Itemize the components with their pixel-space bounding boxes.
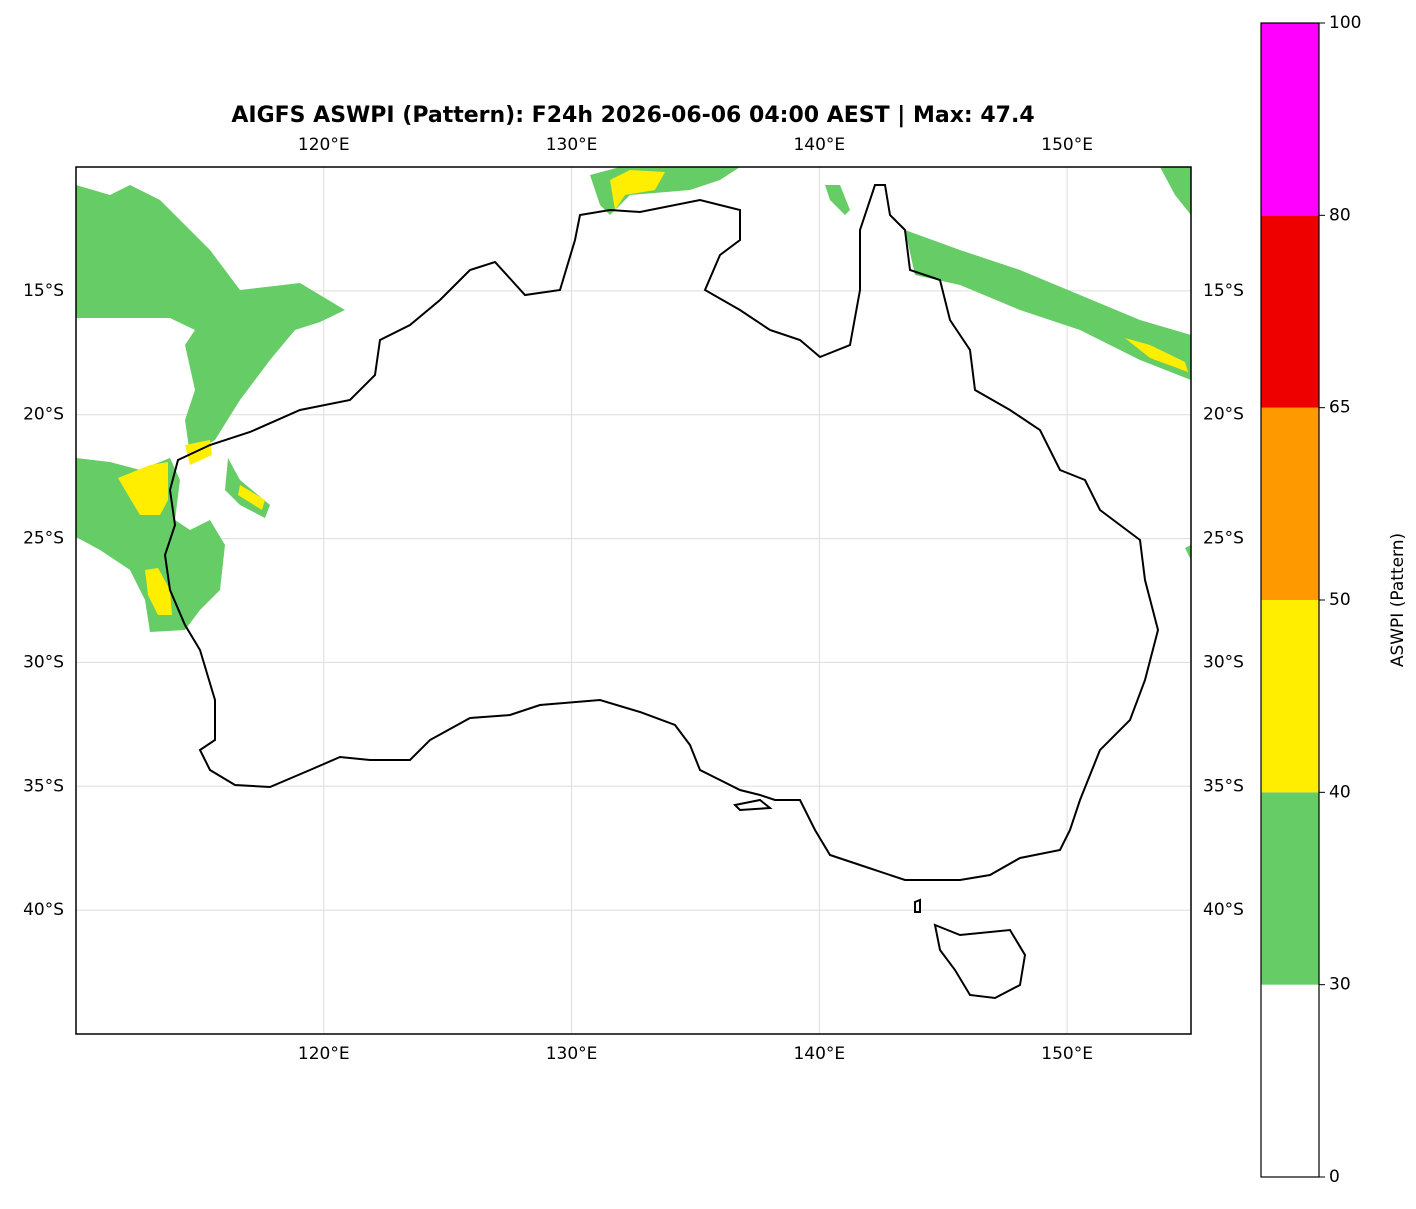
y-tick-label-right: 20°S <box>1203 405 1244 425</box>
x-tick-label-top: 130°E <box>546 135 598 155</box>
x-tick-label: 120°E <box>298 1044 350 1064</box>
y-tick-label: 20°S <box>23 405 64 425</box>
x-tick-label-top: 120°E <box>298 135 350 155</box>
y-tick-label-right: 35°S <box>1203 776 1244 796</box>
colorbar-segment <box>1261 600 1319 793</box>
colorbar-label: ASWPI (Pattern) <box>1388 533 1408 667</box>
colorbar-tick-label: 0 <box>1329 1167 1340 1187</box>
colorbar-segment <box>1261 215 1319 408</box>
y-tick-label: 15°S <box>23 281 64 301</box>
x-tick-label: 140°E <box>793 1044 845 1064</box>
x-tick-label: 130°E <box>546 1044 598 1064</box>
x-tick-label-top: 150°E <box>1041 135 1093 155</box>
y-tick-label: 40°S <box>23 900 64 920</box>
colorbar-tick-label: 100 <box>1329 13 1361 33</box>
colorbar-tick-label: 40 <box>1329 782 1351 802</box>
colorbar-tick-label: 30 <box>1329 975 1351 995</box>
colorbar-segment <box>1261 792 1319 985</box>
colorbar-segment <box>1261 23 1319 216</box>
coastline <box>163 184 1160 1000</box>
colorbar-tick-label: 80 <box>1329 205 1351 225</box>
colorbar-tick-label: 65 <box>1329 398 1351 418</box>
y-tick-label: 35°S <box>23 776 64 796</box>
y-tick-label-right: 30°S <box>1203 652 1244 672</box>
colorbar-segment <box>1261 407 1319 600</box>
colorbar-segment <box>1261 984 1319 1177</box>
y-tick-label: 30°S <box>23 652 64 672</box>
x-tick-label-top: 140°E <box>793 135 845 155</box>
title: AIGFS ASWPI (Pattern): F24h 2026-06-06 0… <box>231 103 1034 128</box>
y-tick-label-right: 15°S <box>1203 281 1244 301</box>
y-tick-label: 25°S <box>23 529 64 549</box>
map-frame <box>75 166 1192 1035</box>
y-tick-label-right: 40°S <box>1203 900 1244 920</box>
y-tick-label-right: 25°S <box>1203 529 1244 549</box>
colorbar-tick-label: 50 <box>1329 590 1351 610</box>
field <box>76 167 1191 632</box>
x-tick-label: 150°E <box>1041 1044 1093 1064</box>
